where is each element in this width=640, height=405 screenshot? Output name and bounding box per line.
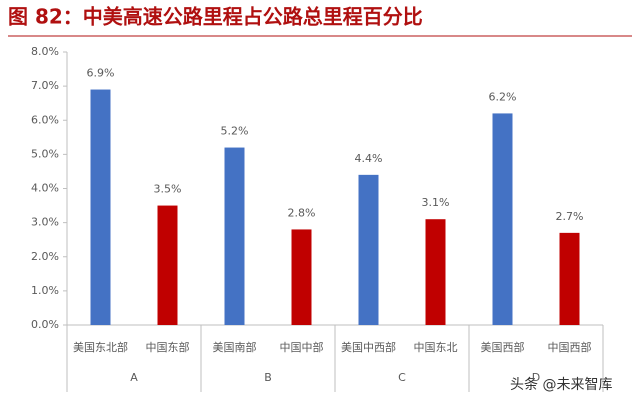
value-label: 5.2% bbox=[221, 125, 249, 138]
group-label: C bbox=[398, 371, 406, 384]
group-label: B bbox=[264, 371, 272, 384]
x-tick-label: 美国西部 bbox=[481, 340, 525, 354]
x-tick-label: 中国东北 bbox=[414, 341, 458, 354]
bar bbox=[291, 229, 312, 325]
value-label: 3.1% bbox=[422, 196, 450, 209]
x-tick-label: 美国中西部 bbox=[341, 340, 396, 354]
value-label: 4.4% bbox=[355, 152, 383, 165]
watermark: 头条 @未来智库 bbox=[510, 376, 612, 393]
y-tick-label: 2.0% bbox=[31, 250, 59, 263]
x-tick-label: 中国中部 bbox=[280, 340, 324, 354]
value-label: 2.8% bbox=[288, 206, 316, 219]
x-tick-label: 中国东部 bbox=[146, 340, 190, 354]
group-label: A bbox=[130, 371, 138, 384]
bar bbox=[492, 113, 513, 325]
y-tick-label: 4.0% bbox=[31, 182, 59, 195]
y-tick-label: 8.0% bbox=[31, 45, 59, 58]
value-label: 2.7% bbox=[556, 210, 584, 223]
bar bbox=[358, 174, 379, 325]
value-label: 6.9% bbox=[87, 67, 115, 80]
bar bbox=[425, 219, 446, 325]
y-tick-label: 6.0% bbox=[31, 113, 59, 126]
chart-title: 图 82：中美高速公路里程占公路总里程百分比 bbox=[8, 5, 423, 29]
y-tick-label: 7.0% bbox=[31, 79, 59, 92]
bar bbox=[90, 89, 111, 325]
x-tick-label: 美国东北部 bbox=[73, 340, 128, 354]
group-label: D bbox=[532, 371, 540, 384]
x-tick-label: 美国南部 bbox=[213, 340, 257, 354]
x-tick-label: 中国西部 bbox=[548, 340, 592, 354]
bar bbox=[157, 205, 178, 325]
y-tick-label: 5.0% bbox=[31, 147, 59, 160]
y-tick-label: 1.0% bbox=[31, 284, 59, 297]
y-tick-label: 3.0% bbox=[31, 216, 59, 229]
value-label: 3.5% bbox=[154, 183, 182, 196]
value-label: 6.2% bbox=[489, 90, 517, 103]
y-tick-label: 0.0% bbox=[31, 318, 59, 331]
bar bbox=[559, 232, 580, 325]
bar bbox=[224, 147, 245, 325]
